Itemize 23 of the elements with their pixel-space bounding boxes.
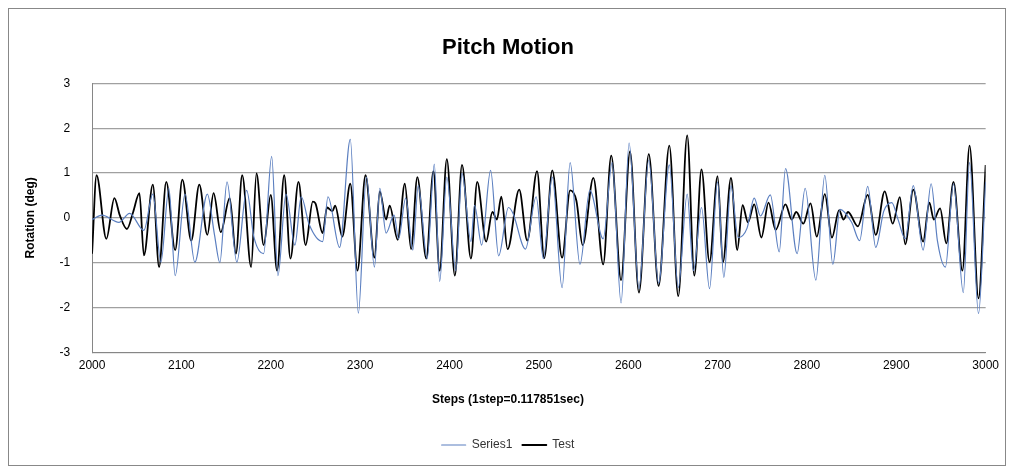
y-tick-label: 3: [63, 75, 71, 90]
y-tick-label: -2: [59, 299, 71, 314]
chart-title: Pitch Motion: [442, 34, 574, 60]
y-tick-label: 0: [63, 210, 71, 225]
x-axis-title: Steps (1step=0.117851sec): [432, 392, 584, 407]
x-tick-label: 2400: [436, 357, 464, 372]
y-tick-label: -1: [59, 254, 71, 269]
x-tick-label: 2800: [793, 357, 821, 372]
x-tick-label: 2500: [525, 357, 553, 372]
y-tick-label: -3: [59, 344, 71, 359]
y-tick-label: 2: [63, 120, 71, 135]
y-tick-label: 1: [63, 165, 71, 180]
x-tick-label: 3000: [972, 357, 1000, 372]
x-tick-label: 2300: [346, 357, 374, 372]
x-tick-label: 2100: [168, 357, 196, 372]
x-tick-label: 2000: [78, 357, 106, 372]
y-axis-title: Rotation (deg): [22, 177, 37, 259]
x-tick-label: 2200: [257, 357, 285, 372]
legend-label: Test: [552, 437, 576, 452]
x-tick-label: 2600: [614, 357, 642, 372]
x-tick-label: 2900: [882, 357, 910, 372]
x-tick-label: 2700: [704, 357, 732, 372]
legend-label: Series1: [471, 437, 513, 452]
